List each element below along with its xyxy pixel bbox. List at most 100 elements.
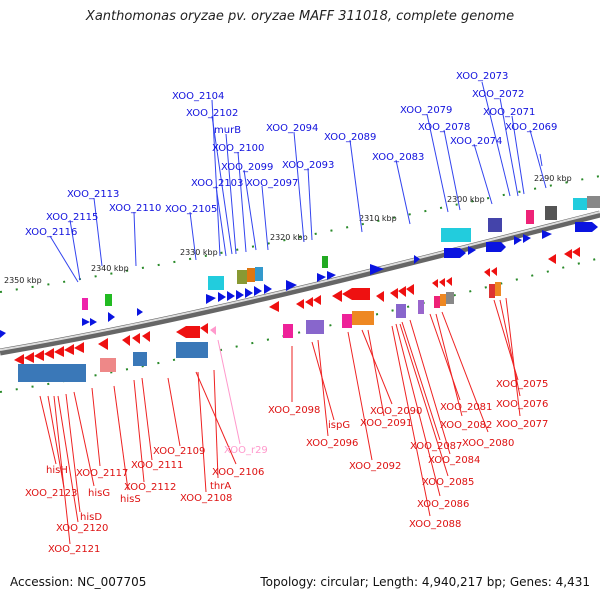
forward-gene[interactable] [236,290,244,300]
gene-label[interactable]: XOO_2112 [124,482,176,493]
reverse-gene[interactable] [142,331,150,342]
gene-label[interactable]: XOO_2071 [483,107,535,118]
gene-label[interactable]: XOO_2115 [46,212,98,223]
gene-label[interactable]: XOO_2084 [428,455,480,466]
forward-gene[interactable] [414,255,420,264]
forward-gene[interactable] [514,236,522,245]
forward-gene[interactable] [286,280,297,291]
forward-gene[interactable] [82,318,90,326]
gene-label[interactable]: XOO_2120 [56,523,108,534]
gene-label[interactable]: XOO_2111 [131,460,183,471]
gene-label[interactable]: XOO_2099 [221,162,273,173]
gene-label[interactable]: XOO_2082 [440,420,492,431]
reverse-gene[interactable] [296,299,304,309]
reverse-gene[interactable] [432,279,438,288]
gene-label[interactable]: XOO_2116 [25,227,77,238]
reverse-gene[interactable] [446,277,452,286]
reverse-gene[interactable] [390,288,398,299]
forward-gene[interactable] [108,312,115,322]
forward-gene[interactable] [486,242,506,252]
reverse-gene[interactable] [564,249,572,259]
reverse-gene[interactable] [548,254,556,264]
gene-label[interactable]: XOO_2097 [246,178,298,189]
reverse-gene[interactable] [376,291,384,302]
forward-gene[interactable] [370,264,384,275]
reverse-gene[interactable] [406,284,414,295]
gene-label[interactable]: XOO_2104 [172,91,224,102]
gene-label[interactable]: XOO_2091 [360,418,412,429]
gene-label[interactable]: XOO_2077 [496,419,548,430]
gene-label[interactable]: hisD [80,512,102,523]
gene-label[interactable]: XOO_2110 [109,203,161,214]
gene-label[interactable]: XOO_2089 [324,132,376,143]
forward-gene[interactable] [206,294,216,304]
reverse-gene[interactable] [74,342,84,353]
reverse-gene[interactable] [132,333,140,344]
reverse-gene[interactable] [34,350,44,361]
reverse-gene[interactable] [44,348,54,359]
rna-gene[interactable] [210,326,216,335]
gene-label[interactable]: thrA [210,481,231,492]
gene-label[interactable]: XOO_2083 [372,152,424,163]
forward-gene[interactable] [254,286,262,296]
gene-label[interactable]: XOO_2079 [400,105,452,116]
forward-gene[interactable] [542,230,552,239]
reverse-gene[interactable] [484,268,490,277]
gene-label[interactable]: XOO_2102 [186,108,238,119]
forward-gene[interactable] [0,330,6,338]
reverse-gene[interactable] [24,352,34,363]
gene-label[interactable]: XOO_2103 [191,178,243,189]
forward-gene[interactable] [245,288,253,298]
reverse-gene[interactable] [64,344,74,355]
gene-label[interactable]: XOO_2074 [450,136,502,147]
gene-label[interactable]: XOO_2075 [496,379,548,390]
gene-label[interactable]: XOO_2109 [153,446,205,457]
rna-label[interactable]: XOO_r29 [224,445,268,456]
forward-gene[interactable] [227,291,235,301]
gene-label[interactable]: XOO_2094 [266,123,318,134]
reverse-gene[interactable] [572,247,580,257]
gene-label[interactable]: hisH [46,465,68,476]
forward-gene[interactable] [327,271,336,280]
forward-gene[interactable] [90,318,97,326]
forward-gene[interactable] [468,246,476,255]
gene-label[interactable]: XOO_2086 [417,499,469,510]
reverse-gene[interactable] [269,301,279,312]
gene-label[interactable]: XOO_2076 [496,399,548,410]
reverse-gene[interactable] [439,278,445,287]
gene-label[interactable]: XOO_2108 [180,493,232,504]
gene-label[interactable]: XOO_2098 [268,405,320,416]
forward-gene[interactable] [444,248,466,258]
forward-gene[interactable] [317,273,326,282]
reverse-gene[interactable] [122,335,130,346]
reverse-gene[interactable] [332,290,342,302]
reverse-gene[interactable] [313,295,321,305]
gene-label[interactable]: XOO_2069 [505,122,557,133]
gene-label[interactable]: hisS [120,494,141,505]
gene-label[interactable]: XOO_2117 [76,468,128,479]
gene-label[interactable]: XOO_2123 [25,488,77,499]
gene-label[interactable]: XOO_2081 [440,402,492,413]
gene-label[interactable]: XOO_2121 [48,544,100,555]
reverse-gene[interactable] [14,354,24,365]
forward-gene[interactable] [264,284,272,294]
gene-label[interactable]: XOO_2078 [418,122,470,133]
gene-label[interactable]: XOO_2080 [462,438,514,449]
forward-gene[interactable] [523,234,531,243]
gene-label[interactable]: XOO_2105 [165,204,217,215]
gene-label[interactable]: XOO_2100 [212,143,264,154]
reverse-gene[interactable] [54,346,64,357]
gene-label[interactable]: hisG [88,488,110,499]
reverse-gene[interactable] [200,323,208,334]
forward-gene[interactable] [218,292,226,302]
gene-label[interactable]: XOO_2087 [410,441,462,452]
reverse-gene[interactable] [491,267,497,276]
gene-label[interactable]: XOO_2088 [409,519,461,530]
gene-label[interactable]: XOO_2093 [282,160,334,171]
gene-label[interactable]: XOO_2072 [472,89,524,100]
gene-label[interactable]: XOO_2113 [67,189,119,200]
gene-label[interactable]: XOO_2090 [370,406,422,417]
reverse-gene[interactable] [398,286,406,297]
gene-label[interactable]: XOO_2092 [349,461,401,472]
gene-label[interactable]: ispG [328,420,350,431]
